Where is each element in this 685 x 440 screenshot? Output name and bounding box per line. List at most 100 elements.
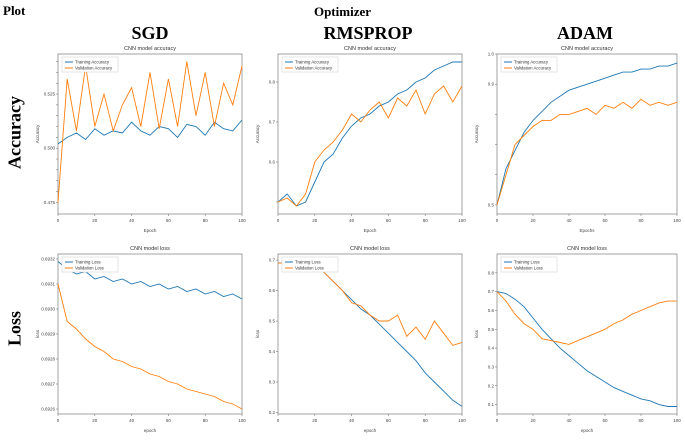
- legend-label: Training Loss: [514, 260, 540, 265]
- legend-box: [61, 56, 119, 73]
- y-tick-label: 0.6930: [41, 307, 55, 312]
- y-tick-label: 0.5: [269, 319, 276, 324]
- x-tick-label: 0: [277, 418, 280, 423]
- y-axis-label: loss: [35, 329, 40, 338]
- x-tick-label: 100: [673, 418, 681, 423]
- legend-label: Validation Accuracy: [514, 66, 552, 71]
- chart-adam-loss: CNN model loss 0 20 40 60 80 100 0.1 0.2 0.3 0.4 0.…: [471, 240, 685, 436]
- y-tick-label: 0.9: [488, 82, 495, 87]
- x-tick-label: 60: [386, 418, 392, 423]
- x-axis-label: Epoch: [364, 228, 377, 233]
- series-line-training: [496, 291, 677, 407]
- y-tick-label: 0.7: [269, 258, 276, 263]
- legend-label: Training Accuracy: [514, 60, 549, 65]
- series-line-training: [57, 261, 243, 300]
- x-tick-label: 0: [57, 418, 60, 423]
- chart-rmsprop-loss: CNN model loss 0 20 40 60 80 100 0.2 0.3 0.4 0.5 0.…: [252, 240, 470, 436]
- y-tick-label: 0.6: [269, 288, 276, 293]
- chart-sgd-accuracy: CNN model accuracy 0 20 40 60 80 100 0.475 0.500…: [32, 40, 250, 236]
- x-tick-label: 40: [349, 218, 355, 223]
- y-tick-label: 0.6927: [41, 382, 55, 387]
- legend-label: Validation Loss: [295, 266, 324, 271]
- y-tick-label: 0.6: [269, 160, 276, 165]
- plot-frame: [57, 53, 243, 215]
- x-axis-label: epoch: [364, 428, 377, 433]
- x-tick-label: 100: [458, 218, 466, 223]
- column-header-adam: ADAM: [557, 23, 613, 43]
- series-line-training: [57, 119, 243, 145]
- x-tick-label: 100: [238, 418, 246, 423]
- y-tick-label: 0.8: [269, 80, 276, 85]
- y-tick-label: 0.1: [488, 402, 495, 407]
- legend-label: Validation Loss: [514, 266, 543, 271]
- y-tick-label: 0.7: [488, 289, 495, 294]
- x-tick-label: 20: [92, 418, 98, 423]
- series-line-validation: [278, 262, 463, 346]
- series-line-validation: [277, 85, 463, 207]
- row-label-accuracy: Accuracy: [4, 96, 25, 169]
- legend-box: [281, 56, 339, 73]
- legend-label: Validation Loss: [75, 266, 104, 271]
- x-tick-label: 100: [458, 418, 466, 423]
- series-line-training: [496, 62, 678, 206]
- x-tick-label: 40: [566, 418, 572, 423]
- series-line-validation: [57, 61, 243, 203]
- y-tick-label: 0.4: [488, 346, 495, 351]
- y-tick-label: 0.7: [269, 120, 276, 125]
- series-line-training: [278, 262, 463, 407]
- row-label-loss: Loss: [4, 311, 25, 347]
- legend-box: [500, 56, 558, 73]
- x-tick-label: 20: [530, 418, 536, 423]
- chart-rmsprop-accuracy: CNN model accuracy 0 20 40 60 80 100 0.6 0.7 0.8 E…: [252, 40, 470, 236]
- plot-frame: [277, 253, 463, 415]
- x-tick-label: 80: [423, 418, 429, 423]
- x-tick-label: 100: [238, 218, 246, 223]
- y-tick-label: 0.2: [269, 410, 276, 415]
- legend-label: Validation Accuracy: [75, 66, 113, 71]
- x-axis-label: Epochs: [579, 228, 595, 233]
- x-tick-label: 80: [638, 418, 644, 423]
- x-tick-label: 0: [277, 218, 280, 223]
- x-tick-label: 20: [92, 218, 98, 223]
- x-tick-label: 60: [386, 218, 392, 223]
- x-tick-label: 40: [129, 418, 135, 423]
- y-axis-label: Accuracy: [474, 124, 479, 143]
- y-tick-label: 0.6928: [41, 357, 55, 362]
- chart-title: CNN model accuracy: [124, 46, 176, 52]
- x-tick-label: 80: [203, 218, 209, 223]
- y-axis-label: loss: [255, 329, 260, 338]
- x-tick-label: 60: [602, 418, 608, 423]
- y-tick-label: 0.3: [269, 380, 276, 385]
- x-tick-label: 80: [423, 218, 429, 223]
- legend-label: Training Accuracy: [295, 60, 330, 65]
- chart-adam-accuracy: CNN model accuracy 0 20 40 60 80 100 0.5 0.9 1.0 E…: [471, 40, 685, 236]
- x-tick-label: 80: [638, 218, 644, 223]
- series-line-validation: [496, 291, 677, 345]
- column-header-sgd: SGD: [131, 23, 169, 43]
- legend-label: Validation Accuracy: [295, 66, 333, 71]
- y-tick-label: 0.3: [488, 364, 495, 369]
- plot-frame: [277, 53, 463, 215]
- x-tick-label: 0: [57, 218, 60, 223]
- legend-label: Training Loss: [295, 260, 321, 265]
- x-axis-label: Epoch: [144, 228, 157, 233]
- series-line-training: [277, 61, 462, 207]
- y-axis-label: loss: [474, 329, 479, 338]
- x-tick-label: 80: [203, 418, 209, 423]
- legend-box: [500, 256, 558, 273]
- legend-label: Training Accuracy: [75, 60, 110, 65]
- x-tick-label: 40: [129, 218, 135, 223]
- y-tick-label: 0.525: [44, 92, 56, 97]
- y-tick-label: 0.4: [269, 349, 276, 354]
- y-tick-label: 0.5: [488, 327, 495, 332]
- legend-box: [61, 256, 119, 273]
- chart-title: CNN model accuracy: [561, 46, 613, 52]
- plot-label: Plot: [3, 3, 26, 18]
- y-tick-label: 0.475: [44, 200, 56, 205]
- y-tick-label: 0.8: [488, 270, 495, 275]
- y-axis-label: Accuracy: [35, 124, 40, 143]
- y-tick-label: 0.6: [488, 308, 495, 313]
- chart-title: CNN model loss: [350, 246, 390, 252]
- x-tick-label: 40: [349, 418, 355, 423]
- x-tick-label: 40: [566, 218, 572, 223]
